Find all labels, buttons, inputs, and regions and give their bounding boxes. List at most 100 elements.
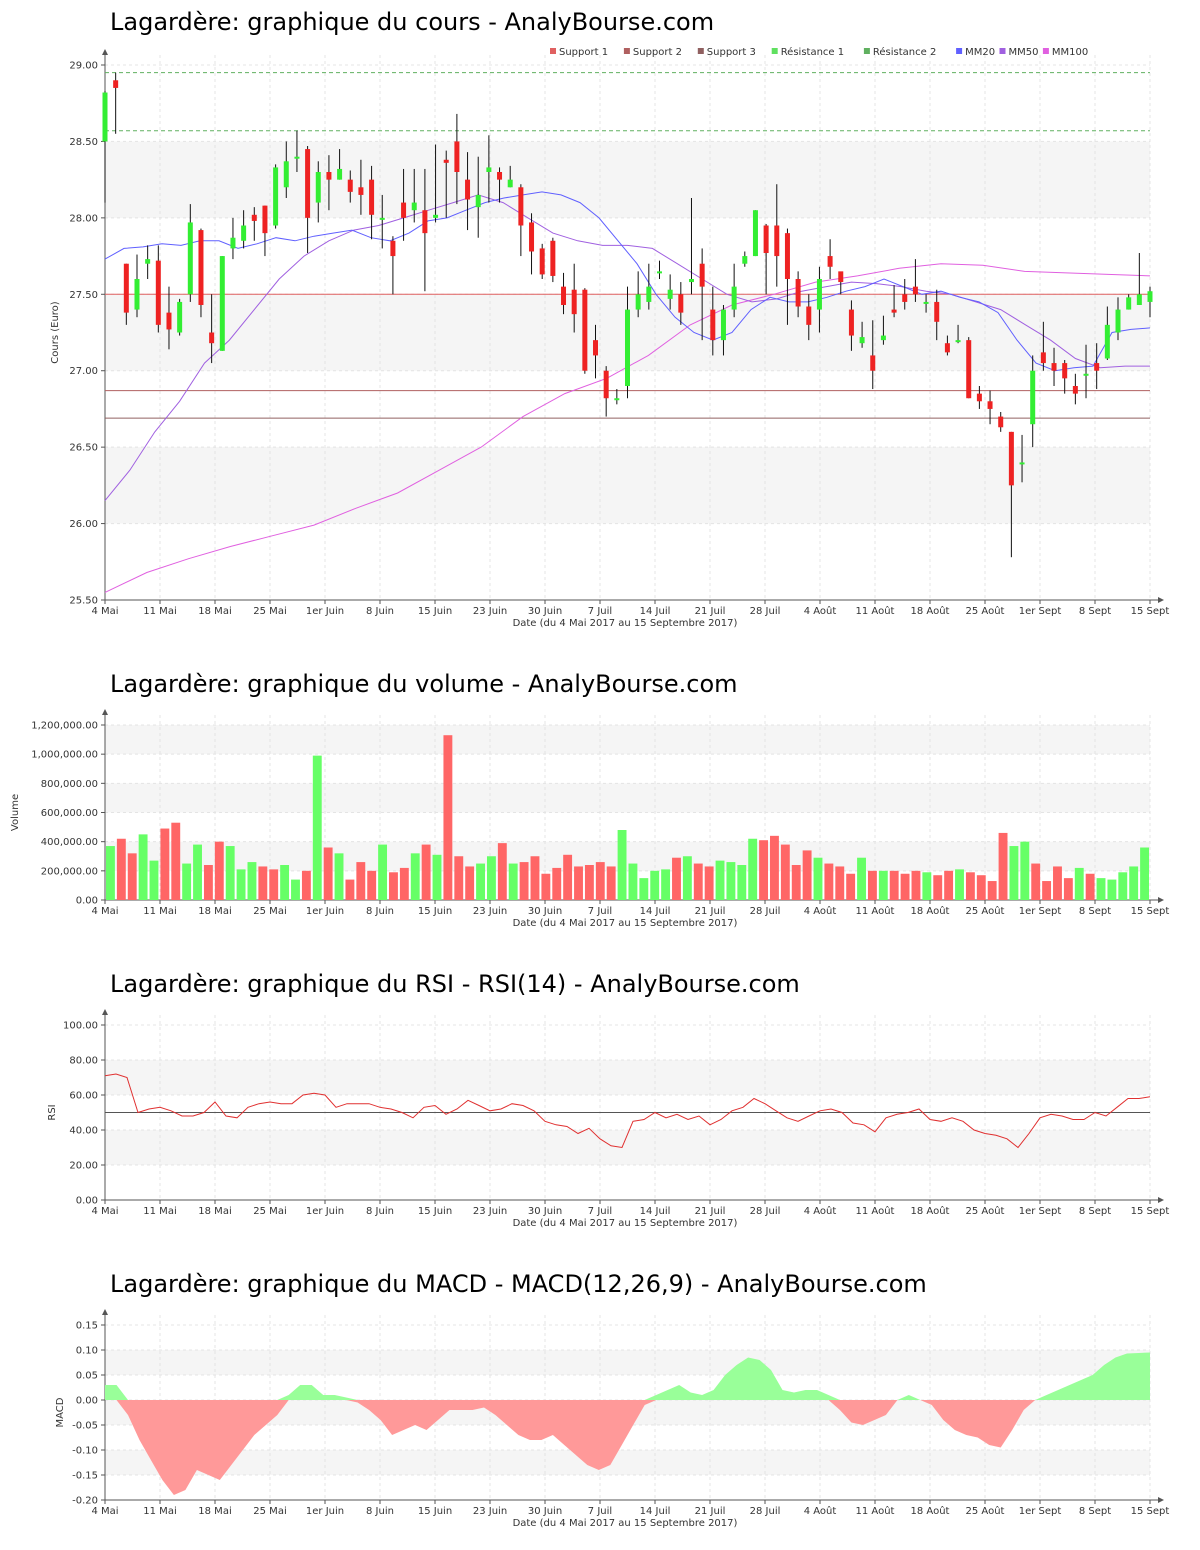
volume-bar [1042, 881, 1051, 900]
price-xtick-label: 1er Juin [306, 606, 344, 617]
volume-bar [128, 853, 137, 900]
candle-body [721, 310, 726, 341]
candle-body [1062, 363, 1067, 378]
volume-bar [705, 866, 714, 900]
volume-grid-band [105, 783, 1150, 812]
macd-xtick-label: 23 Juin [473, 1506, 507, 1517]
volume-bar [737, 865, 746, 900]
volume-xtick-label: 25 Mai [253, 906, 286, 917]
candle-body [252, 215, 257, 221]
candle-body [870, 355, 875, 370]
price-ytick-label: 26.50 [69, 443, 98, 454]
rsi-xtick-label: 1er Sept [1019, 1206, 1062, 1217]
volume-bar [966, 872, 975, 900]
candle-body [369, 180, 374, 215]
candle-body [529, 222, 534, 251]
volume-bar [313, 756, 322, 900]
volume-bar [215, 842, 224, 900]
candle-body [1073, 386, 1078, 394]
candle-body [326, 172, 331, 180]
price-grid-band [105, 141, 1150, 217]
volume-bar [389, 872, 398, 900]
candle-body [390, 241, 395, 256]
candle-body [774, 226, 779, 257]
rsi-y-axis-arrow [102, 1009, 108, 1015]
rsi-ytick-label: 100.00 [63, 1021, 98, 1032]
candle-body [1094, 363, 1099, 371]
macd-chart-title: Lagardère: graphique du MACD - MACD(12,2… [110, 1270, 927, 1298]
volume-bar [182, 864, 191, 900]
candle-body [1116, 310, 1121, 333]
macd-xtick-label: 4 Mai [91, 1506, 118, 1517]
candle-body [849, 310, 854, 336]
candle-body [401, 203, 406, 218]
legend-swatch [1000, 48, 1006, 54]
volume-ytick-label: 1,200,000.00 [31, 721, 98, 732]
volume-bar [280, 865, 289, 900]
legend-swatch [864, 48, 870, 54]
candle-body [796, 279, 801, 307]
volume-bar [400, 868, 409, 900]
macd-xtick-label: 25 Mai [253, 1506, 286, 1517]
rsi-xtick-label: 4 Août [804, 1205, 837, 1217]
candle-body [860, 337, 865, 343]
price-ytick-label: 26.00 [69, 519, 98, 530]
rsi-ytick-label: 80.00 [69, 1056, 98, 1067]
volume-bar [629, 864, 638, 900]
volume-bar [1118, 872, 1127, 900]
candle-body [764, 226, 769, 254]
rsi-xtick-label: 4 Mai [91, 1206, 118, 1217]
candle-body [294, 157, 299, 159]
volume-grid-band [105, 725, 1150, 754]
volume-bar [106, 846, 115, 900]
volume-xtick-label: 18 Août [911, 905, 950, 917]
volume-bar [248, 862, 257, 900]
price-xtick-label: 23 Juin [473, 606, 507, 617]
price-ytick-label: 28.50 [69, 137, 98, 148]
volume-bar [433, 855, 442, 900]
price-xtick-label: 8 Sept [1079, 606, 1111, 617]
volume-bar [607, 866, 616, 900]
candle-body [209, 333, 214, 344]
candle-body [934, 302, 939, 322]
volume-xtick-label: 21 Juil [695, 906, 726, 917]
candle-body [497, 172, 502, 180]
volume-bar [411, 853, 420, 900]
volume-xtick-label: 4 Mai [91, 906, 118, 917]
volume-ytick-label: 400,000.00 [41, 837, 98, 848]
candle-body [412, 203, 417, 211]
candle-body [1148, 291, 1153, 302]
macd-y-axis-label: MACD [55, 1397, 66, 1427]
volume-bar [150, 861, 159, 900]
volume-xtick-label: 1er Sept [1019, 906, 1062, 917]
candle-body [966, 340, 971, 398]
volume-bar [759, 840, 768, 900]
volume-bar [324, 848, 333, 901]
price-xtick-label: 25 Mai [253, 606, 286, 617]
volume-bar [117, 839, 126, 900]
volume-bar [922, 872, 931, 900]
volume-bar [226, 846, 235, 900]
macd-xtick-label: 14 Juil [640, 1506, 671, 1517]
legend-swatch [1043, 48, 1049, 54]
volume-bar [1129, 866, 1138, 900]
rsi-xtick-label: 25 Août [966, 1205, 1005, 1217]
macd-xtick-label: 15 Juin [418, 1506, 452, 1517]
rsi-xtick-label: 1er Juin [306, 1206, 344, 1217]
volume-ytick-label: 800,000.00 [41, 779, 98, 790]
candle-body [337, 169, 342, 180]
legend-swatch [550, 48, 556, 54]
candle-body [508, 180, 513, 188]
candle-body [1052, 363, 1057, 371]
volume-bar [857, 858, 866, 900]
volume-ytick-label: 200,000.00 [41, 866, 98, 877]
legend-label: MM20 [965, 47, 995, 58]
macd-ytick-label: 0.00 [76, 1396, 98, 1407]
rsi-xtick-label: 15 Juin [418, 1206, 452, 1217]
price-ytick-label: 25.50 [69, 596, 98, 607]
rsi-xtick-label: 23 Juin [473, 1206, 507, 1217]
price-xtick-label: 4 Août [804, 605, 837, 617]
price-xtick-label: 14 Juil [640, 606, 671, 617]
candle-body [636, 294, 641, 309]
candle-body [988, 401, 993, 409]
